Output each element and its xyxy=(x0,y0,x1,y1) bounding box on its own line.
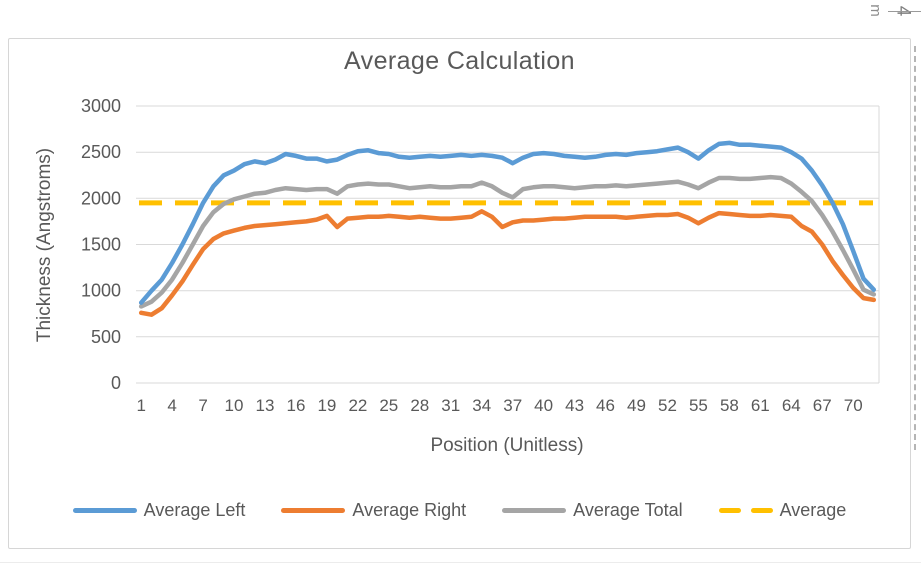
legend-marker-average xyxy=(718,508,773,513)
legend-label-average-right: Average Right xyxy=(352,500,467,520)
edge-dashed-line xyxy=(914,46,916,450)
legend-item-average-right[interactable]: Average Right xyxy=(281,500,466,521)
x-tick-label: 1 xyxy=(136,396,145,415)
y-tick-label: 1500 xyxy=(81,235,121,255)
background-rule xyxy=(0,562,921,563)
series-line-average-left xyxy=(138,140,877,305)
plot-svg: 0 500 1000 1500 2000 2500 3000 1 4 7 10 13 16 19 22 25 2… xyxy=(81,96,880,415)
y-tick-label: 3000 xyxy=(81,96,121,116)
y-tick-label: 2500 xyxy=(81,142,121,162)
edge-fragment-glyph-m: m xyxy=(866,4,884,17)
x-tick-label: 31 xyxy=(441,396,460,415)
x-tick-label: 7 xyxy=(198,396,207,415)
legend-item-average[interactable]: Average xyxy=(718,500,847,521)
legend-label-average-total: Average Total xyxy=(573,500,683,520)
y-tick-label: 0 xyxy=(111,373,121,393)
x-axis-title: Position (Unitless) xyxy=(430,435,584,456)
series-line-average-total xyxy=(138,174,877,309)
series-line-average-right xyxy=(138,209,877,317)
x-tick-label: 70 xyxy=(844,396,863,415)
x-tick-label: 40 xyxy=(534,396,553,415)
legend-dash-2 xyxy=(750,508,773,513)
chart-title: Average Calculation xyxy=(344,47,575,75)
x-tick-label: 4 xyxy=(167,396,176,415)
y-axis-title: Thickness (Angstroms) xyxy=(34,147,55,343)
legend-dash-1 xyxy=(718,508,741,513)
legend-label-average-left: Average Left xyxy=(143,500,246,520)
y-tick-label: 2000 xyxy=(81,188,121,208)
edge-fragment-line xyxy=(888,11,921,12)
x-tick-label: 64 xyxy=(782,396,801,415)
x-tick-label: 22 xyxy=(348,396,367,415)
y-tick-label: 500 xyxy=(91,327,121,347)
legend-label-average: Average xyxy=(779,500,847,520)
x-tick-label: 52 xyxy=(658,396,677,415)
x-tick-label: 13 xyxy=(256,396,275,415)
legend: Average Left Average Right Average Total… xyxy=(9,500,910,521)
legend-marker-average-total xyxy=(502,508,567,513)
x-tick-label: 49 xyxy=(627,396,646,415)
legend-item-average-total[interactable]: Average Total xyxy=(502,500,683,521)
x-tick-label: 19 xyxy=(317,396,336,415)
legend-marker-average-left xyxy=(72,508,137,513)
x-tick-label: 67 xyxy=(813,396,832,415)
x-tick-label: 28 xyxy=(410,396,429,415)
x-tick-label: 34 xyxy=(472,396,491,415)
legend-marker-average-right xyxy=(281,508,346,513)
x-tick-label: 61 xyxy=(751,396,770,415)
x-tick-label: 43 xyxy=(565,396,584,415)
x-tick-label: 58 xyxy=(720,396,739,415)
chart-frame[interactable]: Average Calculation 0 500 1000 1500 2000 2500… xyxy=(8,38,911,549)
legend-item-average-left[interactable]: Average Left xyxy=(72,500,246,521)
x-tick-label: 55 xyxy=(689,396,708,415)
x-tick-label: 46 xyxy=(596,396,615,415)
x-tick-label: 25 xyxy=(379,396,398,415)
y-tick-label: 1000 xyxy=(81,281,121,301)
x-tick-label: 37 xyxy=(503,396,522,415)
x-tick-label: 10 xyxy=(225,396,244,415)
x-tick-label: 16 xyxy=(287,396,306,415)
